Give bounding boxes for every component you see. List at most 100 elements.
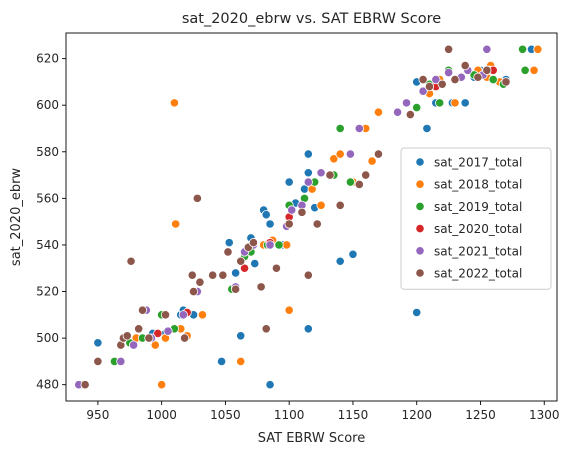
point-sat_2022_total-0	[80, 380, 90, 390]
point-sat_2022_total-22	[256, 282, 266, 292]
point-sat_2021_total-28	[482, 44, 492, 54]
point-sat_2022_total-17	[223, 247, 233, 257]
point-sat_2022_total-28	[312, 219, 322, 229]
point-sat_2021_total-16	[303, 177, 313, 187]
point-sat_2017_total-32	[422, 123, 432, 134]
point-sat_2022_total-40	[460, 61, 470, 71]
point-sat_2019_total-17	[345, 177, 355, 187]
point-sat_2022_total-10	[180, 333, 190, 343]
point-sat_2022_total-42	[482, 65, 492, 75]
x-tick-label-1050: 1050	[210, 408, 241, 422]
legend-label-sat_2018_total: sat_2018_total	[434, 178, 522, 192]
point-sat_2022_total-16	[218, 270, 228, 280]
legend-label-sat_2019_total: sat_2019_total	[434, 200, 522, 214]
legend-marker-sat_2020_total	[415, 224, 425, 234]
point-sat_2018_total-5	[169, 98, 179, 108]
y-tick-label-620: 620	[36, 52, 59, 66]
point-sat_2019_total-18	[412, 102, 422, 113]
point-sat_2022_total-41	[473, 72, 483, 82]
legend-marker-sat_2018_total	[415, 179, 425, 189]
point-sat_2022_total-36	[424, 81, 435, 92]
point-sat_2018_total-6	[171, 219, 181, 229]
point-sat_2017_total-22	[303, 149, 313, 159]
point-sat_2022_total-39	[450, 74, 460, 85]
point-sat_2019_total-11	[274, 240, 284, 250]
y-tick-label-480: 480	[36, 378, 59, 392]
point-sat_2022_total-37	[437, 79, 447, 89]
data-points	[74, 44, 543, 390]
point-sat_2017_total-24	[303, 324, 313, 334]
point-sat_2018_total-26	[450, 98, 460, 108]
point-sat_2022_total-19	[236, 256, 246, 266]
y-tick-label-560: 560	[36, 191, 59, 205]
point-sat_2022_total-8	[144, 333, 154, 343]
point-sat_2018_total-17	[316, 200, 326, 210]
point-sat_2021_total-6	[178, 310, 188, 320]
point-sat_2022_total-5	[126, 256, 136, 266]
point-sat_2018_total-32	[533, 44, 543, 54]
point-sat_2018_total-3	[157, 380, 167, 390]
y-tick-label-600: 600	[36, 98, 59, 112]
x-tick-label-1300: 1300	[529, 408, 560, 422]
point-sat_2022_total-12	[188, 286, 199, 297]
point-sat_2022_total-26	[297, 207, 307, 217]
x-tick-label-1000: 1000	[146, 408, 177, 422]
point-sat_2021_total-21	[401, 98, 412, 108]
point-sat_2022_total-24	[271, 263, 282, 273]
point-sat_2022_total-1	[93, 356, 103, 367]
point-sat_2022_total-11	[187, 270, 197, 280]
point-sat_2021_total-24	[443, 67, 454, 78]
point-sat_2022_total-9	[160, 310, 171, 320]
y-tick-label-520: 520	[36, 285, 59, 299]
point-sat_2022_total-29	[325, 170, 335, 180]
point-sat_2018_total-15	[284, 305, 294, 315]
point-sat_2017_total-0	[93, 338, 103, 348]
point-sat_2018_total-10	[236, 356, 246, 367]
point-sat_2017_total-19	[284, 177, 294, 187]
point-sat_2020_total-0	[153, 328, 163, 339]
point-sat_2022_total-35	[418, 74, 428, 85]
plot-frame	[65, 32, 558, 402]
point-sat_2021_total-2	[128, 340, 139, 350]
point-sat_2022_total-33	[373, 149, 384, 159]
point-sat_2022_total-23	[261, 324, 271, 334]
point-sat_2022_total-38	[443, 44, 454, 54]
point-sat_2018_total-2	[150, 340, 160, 350]
point-sat_2017_total-17	[265, 380, 275, 390]
point-sat_2017_total-26	[335, 256, 345, 266]
x-tick-label-1150: 1150	[338, 408, 369, 422]
legend-marker-sat_2017_total	[415, 157, 425, 167]
point-sat_2021_total-20	[392, 107, 403, 117]
point-sat_2022_total-31	[354, 179, 364, 189]
point-sat_2017_total-9	[224, 238, 234, 248]
point-sat_2018_total-22	[367, 156, 377, 166]
point-sat_2022_total-13	[192, 193, 202, 203]
point-sat_2018_total-18	[329, 154, 339, 164]
x-tick-label-1100: 1100	[274, 408, 305, 422]
x-axis-label: SAT EBRW Score	[258, 431, 366, 446]
legend-label-sat_2020_total: sat_2020_total	[434, 222, 522, 236]
point-sat_2018_total-19	[335, 149, 345, 159]
y-tick-label-500: 500	[36, 331, 59, 345]
point-sat_2021_total-12	[265, 240, 275, 250]
point-sat_2017_total-16	[265, 219, 275, 229]
point-sat_2019_total-24	[488, 74, 498, 85]
point-sat_2021_total-19	[354, 123, 364, 134]
point-sat_2022_total-6	[137, 305, 148, 315]
point-sat_2022_total-30	[335, 200, 345, 210]
legend-marker-sat_2021_total	[415, 246, 425, 256]
y-tick-label-540: 540	[36, 238, 59, 252]
x-tick-label-1200: 1200	[401, 408, 432, 422]
point-sat_2017_total-13	[250, 258, 260, 269]
point-sat_2021_total-17	[316, 168, 326, 178]
point-sat_2019_total-26	[517, 44, 528, 54]
point-sat_2022_total-32	[361, 170, 371, 180]
point-sat_2019_total-15	[335, 123, 345, 134]
point-sat_2017_total-31	[412, 307, 422, 318]
point-sat_2019_total-27	[520, 65, 530, 75]
point-sat_2022_total-7	[134, 324, 144, 334]
legend-label-sat_2021_total: sat_2021_total	[434, 244, 522, 258]
point-sat_2018_total-23	[373, 107, 384, 117]
legend-frame	[400, 147, 552, 290]
point-sat_2017_total-15	[261, 210, 271, 220]
